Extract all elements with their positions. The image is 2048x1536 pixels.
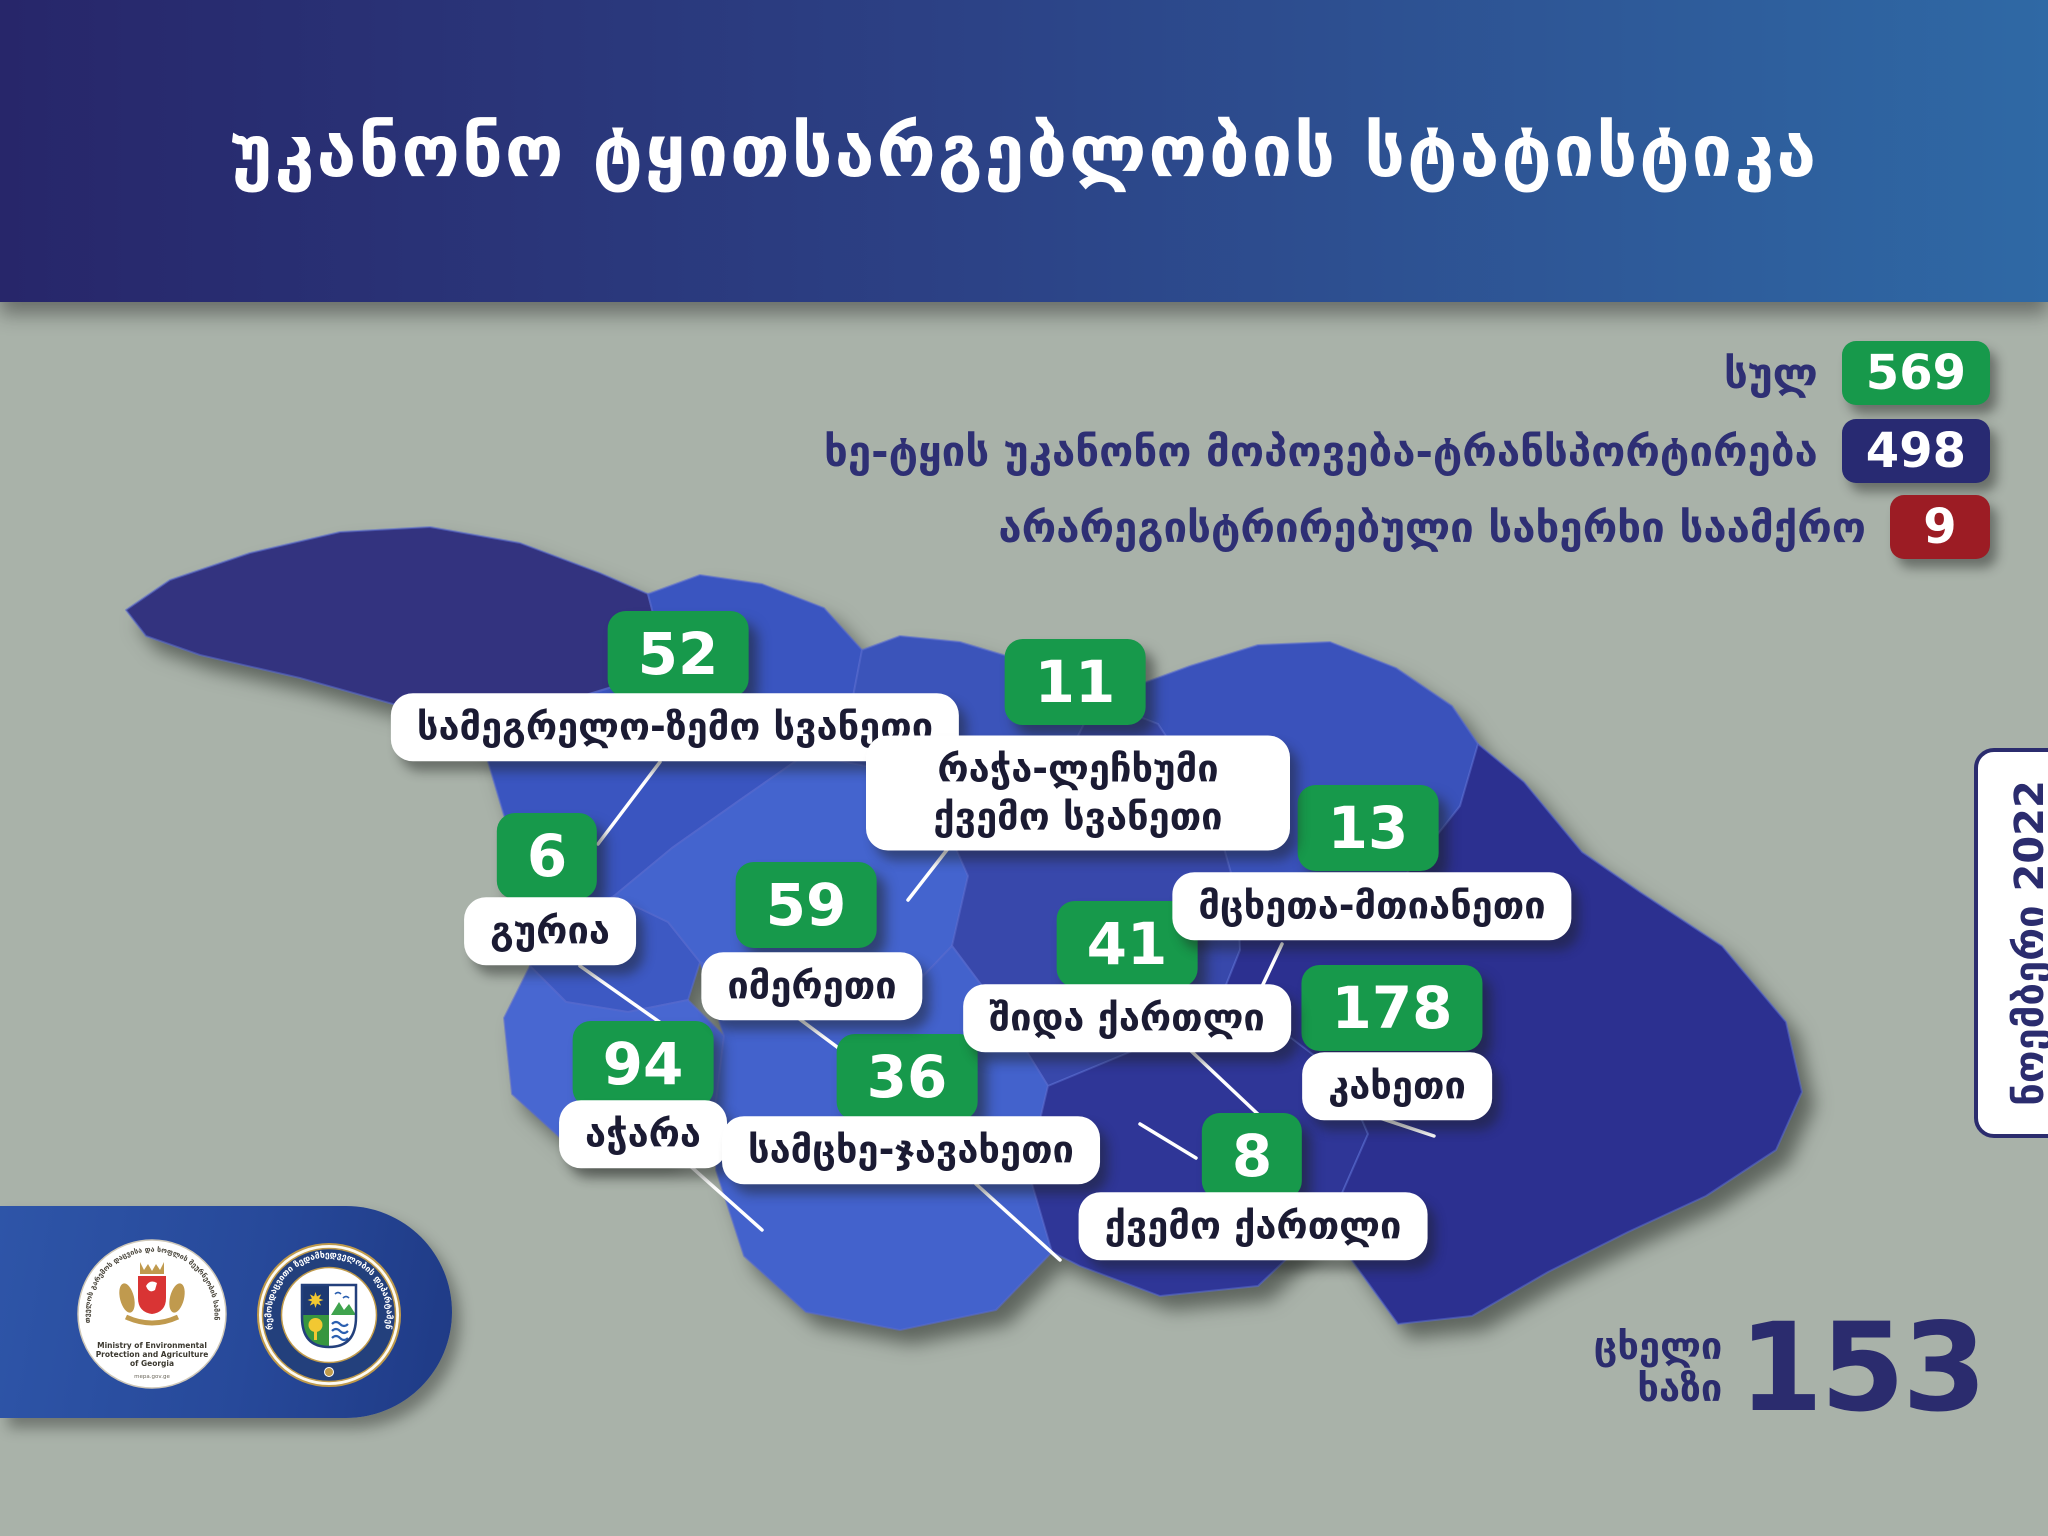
- connector-line: [686, 1162, 764, 1232]
- region-label-shida: შიდა ქართლი: [963, 984, 1291, 1052]
- legend-row-sawmill: არარეგისტრირებული სახერხი საამქრო 9: [998, 495, 1990, 559]
- count-badge-racha: 11: [1004, 639, 1146, 725]
- region-label-samtskhe: სამცხე-ჯავახეთი: [722, 1116, 1100, 1184]
- region-label-racha: რაჭა-ლეჩხუმი ქვემო სვანეთი: [866, 735, 1290, 851]
- region-label-kakheti: კახეთი: [1302, 1052, 1492, 1120]
- ministry-caption-3: of Georgia: [130, 1359, 174, 1368]
- ministry-caption-2: Protection and Agriculture: [96, 1350, 209, 1359]
- legend-badge-logging: 498: [1841, 419, 1990, 483]
- connector-line: [1188, 1048, 1264, 1120]
- legend-label: არარეგისტრირებული სახერხი საამქრო: [998, 502, 1866, 552]
- count-badge-kakheti: 178: [1301, 965, 1483, 1051]
- hotline-number: 153: [1738, 1297, 1987, 1439]
- sun-icon: [307, 1292, 324, 1308]
- legend-badge-sawmill: 9: [1890, 495, 1990, 559]
- region-label-imereti: იმერეთი: [701, 952, 923, 1020]
- count-badge-mtskheta: 13: [1297, 785, 1439, 871]
- ministry-logo: საქართველოს გარემოს დაცვისა და სოფლის მე…: [77, 1239, 227, 1389]
- birds-icon: [334, 1291, 350, 1299]
- connector-line: [596, 760, 662, 846]
- hotline-word-2: ხაზი: [1637, 1366, 1723, 1411]
- lion-left-icon: [119, 1283, 135, 1313]
- region-label-mtskheta: მცხეთა-მთიანეთი: [1172, 872, 1572, 940]
- gold-dot-icon: [324, 1367, 334, 1377]
- horseman-icon: [146, 1281, 157, 1292]
- ministry-caption-1: Ministry of Environmental: [97, 1341, 207, 1350]
- hotline-word-1: ცხელი: [1593, 1324, 1723, 1369]
- ministry-site: mepa.gov.ge: [134, 1374, 170, 1380]
- region-label-samegrelo: სამეგრელო-ზემო სვანეთი: [390, 693, 960, 761]
- hotline: ცხელი ხაზი 153: [1593, 1297, 1987, 1439]
- title-banner: უკანონო ტყითსარგებლობის სტატისტიკა: [0, 0, 2048, 302]
- waves-icon: [331, 1320, 349, 1342]
- date-box: ნოემბერი 2022: [1974, 748, 2048, 1138]
- region-label-guria: გურია: [464, 897, 636, 965]
- connector-line: [906, 844, 952, 902]
- count-badge-imereti: 59: [735, 862, 877, 948]
- count-badge-samtskhe: 36: [836, 1034, 978, 1120]
- count-badge-achara: 94: [572, 1021, 714, 1107]
- region-label-achara: აჭარა: [559, 1100, 727, 1168]
- ribbon-icon: [124, 1314, 180, 1326]
- legend-label: ხე-ტყის უკანონო მოპოვება-ტრანსპორტირება: [823, 426, 1818, 476]
- date-text: ნოემბერი 2022: [2007, 780, 2048, 1106]
- crown-icon: [140, 1262, 164, 1274]
- connector-line: [578, 964, 670, 1030]
- legend-label: სულ: [1723, 348, 1818, 398]
- georgia-coat-of-arms: [119, 1262, 185, 1326]
- red-shield-icon: [138, 1276, 166, 1314]
- lion-right-icon: [169, 1283, 185, 1313]
- agency-logo: გარემოსდაცვითი ზედამხედველობის დეპარტამე…: [257, 1243, 401, 1387]
- legend-row-total: სულ 569: [1724, 341, 1990, 405]
- legend-row-logging: ხე-ტყის უკანონო მოპოვება-ტრანსპორტირება …: [824, 419, 1990, 483]
- connector-line: [1138, 1122, 1198, 1160]
- count-badge-kvemo: 8: [1201, 1113, 1303, 1199]
- region-kakheti: [1215, 743, 1803, 1325]
- count-badge-samegrelo: 52: [607, 611, 749, 697]
- region-label-kvemo: ქვემო ქართლი: [1078, 1192, 1428, 1260]
- page-title: უკანონო ტყითსარგებლობის სტატისტიკა: [229, 109, 1819, 193]
- count-badge-guria: 6: [496, 813, 598, 899]
- agency-shield-icon: [300, 1283, 358, 1349]
- mountains-icon: [331, 1302, 356, 1315]
- tree-icon: [308, 1318, 323, 1332]
- legend-badge-total: 569: [1841, 341, 1990, 405]
- connector-line: [974, 1182, 1062, 1262]
- hotline-label: ცხელი ხაზი: [1593, 1324, 1723, 1411]
